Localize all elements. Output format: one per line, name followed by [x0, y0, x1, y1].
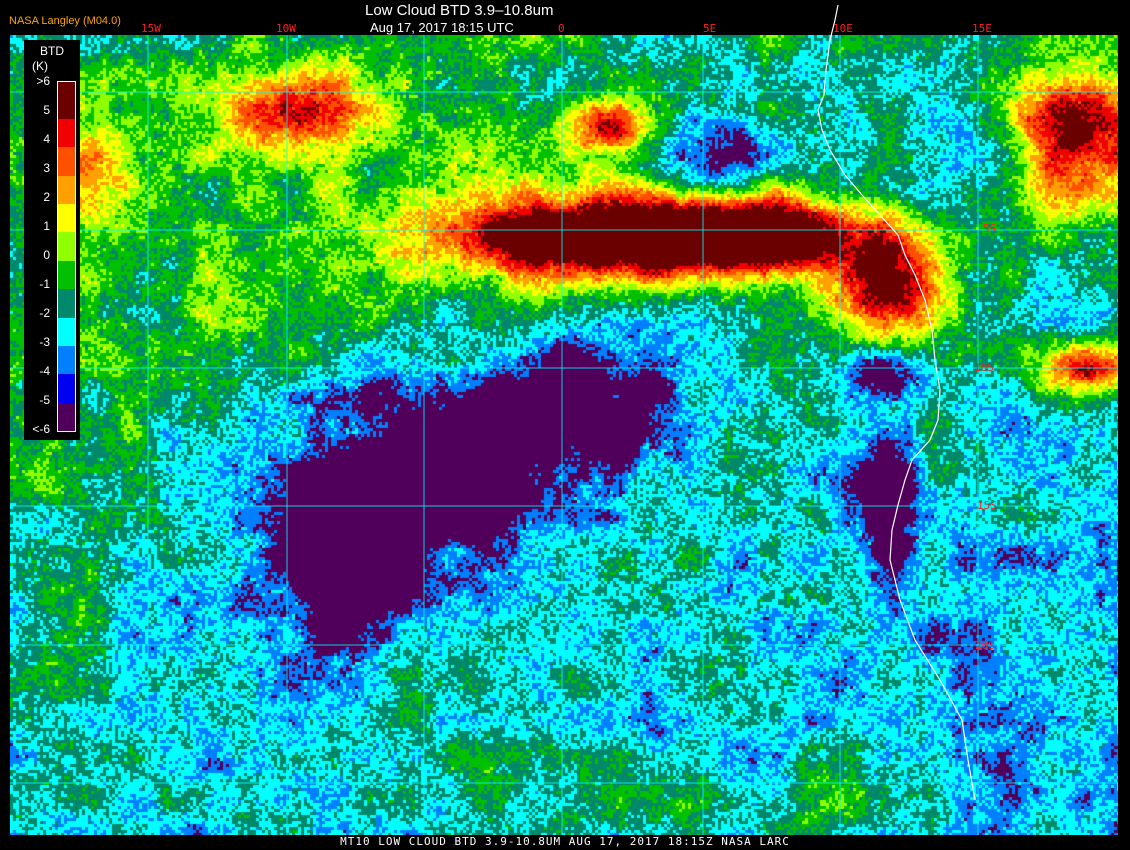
colorbar-segment: [58, 260, 75, 290]
lat-label-10s: 10S: [974, 361, 994, 374]
colorbar-segment: [58, 175, 75, 205]
colorbar-units: (K): [32, 59, 48, 73]
lon-label-15e: 15E: [972, 22, 992, 35]
agency-label: NASA Langley (M04.0): [9, 15, 121, 27]
lat-lon-grid: [10, 35, 1118, 835]
lat-label-20s: 20S: [975, 639, 995, 652]
colorbar-tick-label: -5: [39, 393, 50, 407]
satellite-btd-image: [10, 35, 1118, 835]
colorbar-segment: [58, 317, 75, 346]
colorbar-tick-label: -2: [39, 306, 50, 320]
colorbar-segment: [58, 232, 75, 261]
colorbar-tick-label: -4: [39, 364, 50, 378]
colorbar-tick-label: 0: [43, 248, 50, 262]
chart-timestamp: Aug 17, 2017 18:15 UTC: [370, 20, 514, 35]
lon-label-0: 0: [558, 22, 565, 35]
lat-label-5s: 5S: [983, 222, 997, 235]
footer-caption: MT10 LOW CLOUD BTD 3.9-10.8UM AUG 17, 20…: [340, 835, 790, 848]
colorbar-segment: [58, 402, 75, 432]
colorbar-segment: [58, 289, 75, 318]
colorbar-tick-label: 2: [43, 190, 50, 204]
coastline: [817, 4, 976, 801]
colorbar-tick-label: >6: [36, 74, 50, 88]
colorbar-tick-label: 3: [43, 161, 50, 175]
colorbar-tick-label: 1: [43, 219, 50, 233]
colorbar-segment: [58, 204, 75, 233]
chart-title: Low Cloud BTD 3.9–10.8um: [365, 2, 554, 19]
colorbar: [57, 81, 76, 432]
colorbar-tick-label: <-6: [32, 422, 50, 436]
colorbar-segment: [58, 147, 75, 176]
colorbar-tick-label: 4: [43, 132, 50, 146]
lon-label-10e: 10E: [833, 22, 853, 35]
lat-label-15s: 15S: [977, 499, 997, 512]
colorbar-segment: [58, 82, 75, 119]
lon-label-15w: 15W: [141, 22, 161, 35]
colorbar-segment: [58, 118, 75, 148]
lon-label-10w: 10W: [276, 22, 296, 35]
colorbar-tick-label: -1: [39, 277, 50, 291]
colorbar-title: BTD: [40, 44, 64, 58]
colorbar-segment: [58, 374, 75, 403]
lon-label-5e: 5E: [703, 22, 717, 35]
colorbar-tick-label: -3: [39, 335, 50, 349]
colorbar-segment: [58, 345, 75, 375]
colorbar-tick-label: 5: [43, 103, 50, 117]
